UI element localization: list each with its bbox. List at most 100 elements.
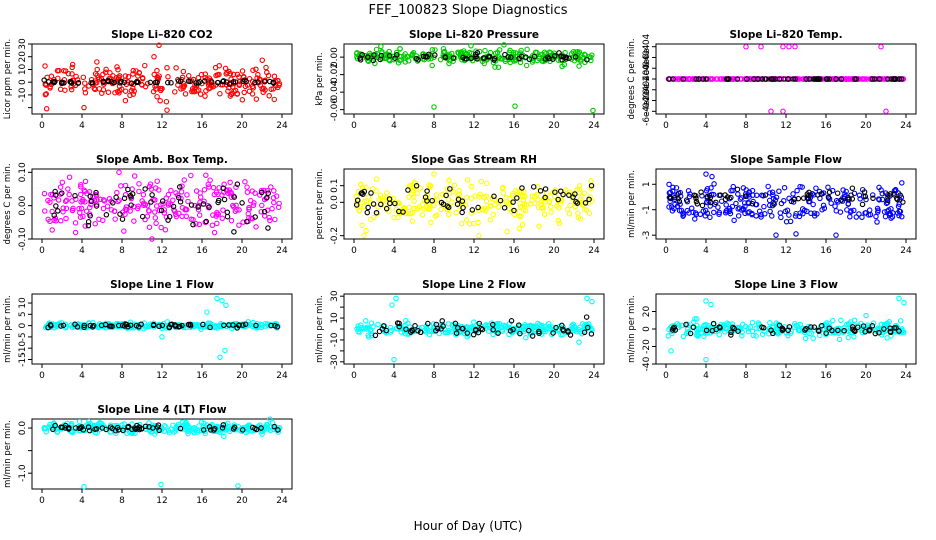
- reference-point: [403, 326, 409, 332]
- data-point: [377, 192, 384, 198]
- data-point: [794, 187, 800, 194]
- reference-point: [52, 192, 59, 198]
- reference-point: [85, 219, 92, 225]
- data-point: [542, 328, 549, 335]
- data-point: [688, 205, 695, 211]
- data-point: [45, 197, 51, 204]
- data-point: [210, 184, 217, 191]
- data-point: [677, 201, 683, 207]
- data-point: [548, 209, 554, 215]
- data-point: [845, 201, 851, 207]
- reference-point: [200, 427, 207, 433]
- data-point: [740, 321, 746, 328]
- reference-point: [808, 324, 814, 330]
- reference-point: [725, 76, 732, 82]
- data-point: [778, 200, 785, 207]
- reference-point: [896, 76, 902, 82]
- data-point: [82, 223, 88, 229]
- reference-point: [206, 204, 212, 210]
- data-point: [899, 180, 905, 186]
- data-point: [530, 323, 537, 329]
- data-point: [92, 86, 98, 93]
- reference-point: [562, 54, 569, 61]
- y-tick-label: 30: [330, 290, 340, 302]
- data-point: [190, 216, 196, 223]
- data-point: [769, 213, 775, 219]
- data-point: [406, 194, 412, 200]
- x-tick-label: 4: [703, 371, 709, 381]
- reference-point: [242, 77, 248, 83]
- data-point: [41, 190, 48, 197]
- data-point: [173, 65, 179, 71]
- data-point: [870, 320, 877, 326]
- reference-point: [93, 203, 100, 209]
- reference-point: [734, 76, 741, 82]
- x-tick-label: 8: [431, 246, 437, 256]
- reference-point: [463, 56, 470, 62]
- data-point: [259, 202, 265, 209]
- data-point: [574, 187, 580, 193]
- reference-point: [86, 427, 93, 434]
- data-point: [866, 207, 873, 213]
- reference-point: [876, 329, 882, 336]
- reference-point: [670, 76, 676, 82]
- data-point: [773, 194, 780, 201]
- data-point: [184, 192, 190, 198]
- data-point: [363, 198, 370, 204]
- reference-point: [881, 326, 887, 332]
- data-point: [673, 185, 680, 191]
- data-point: [387, 324, 394, 331]
- y-tick-label: -5: [18, 332, 28, 341]
- data-point: [698, 76, 705, 82]
- reference-point: [452, 320, 459, 327]
- data-point: [128, 87, 135, 94]
- reference-point: [159, 198, 166, 204]
- data-point: [172, 211, 179, 218]
- data-point: [554, 203, 560, 209]
- y-tick-label: -0.10: [18, 227, 28, 251]
- data-point: [185, 198, 191, 205]
- reference-point: [551, 53, 558, 59]
- reference-point: [447, 186, 453, 192]
- data-point: [882, 213, 889, 220]
- data-point: [445, 196, 452, 203]
- reference-point: [138, 425, 145, 432]
- data-point: [63, 324, 70, 330]
- data-point: [559, 63, 565, 70]
- data-point: [694, 316, 700, 322]
- reference-point: [537, 188, 544, 194]
- data-point: [405, 210, 412, 217]
- data-point: [111, 208, 118, 215]
- data-point: [203, 172, 209, 179]
- data-point: [131, 88, 137, 94]
- data-point: [770, 192, 776, 198]
- data-point: [60, 209, 66, 215]
- reference-point: [696, 76, 702, 82]
- reference-point: [58, 323, 64, 329]
- reference-point: [425, 320, 431, 327]
- data-point: [212, 64, 219, 71]
- data-point: [268, 86, 274, 92]
- data-point: [506, 195, 513, 202]
- data-point: [481, 194, 487, 201]
- data-point: [164, 319, 171, 325]
- reference-point: [815, 192, 821, 198]
- data-point: [49, 227, 55, 233]
- data-point: [95, 74, 101, 81]
- data-point: [746, 200, 752, 207]
- data-point: [753, 333, 759, 339]
- outlier-point: [393, 295, 399, 302]
- reference-point: [72, 425, 79, 431]
- data-point: [178, 189, 185, 195]
- reference-point: [565, 329, 572, 335]
- data-point: [808, 331, 814, 337]
- reference-point: [175, 78, 182, 84]
- y-tick-label: 0.0: [18, 421, 28, 436]
- reference-point: [734, 186, 741, 193]
- data-point: [726, 208, 733, 214]
- data-point: [69, 207, 76, 214]
- data-point: [359, 184, 366, 190]
- data-point: [547, 326, 554, 332]
- x-tick-label: 4: [79, 371, 85, 381]
- data-point: [356, 207, 363, 214]
